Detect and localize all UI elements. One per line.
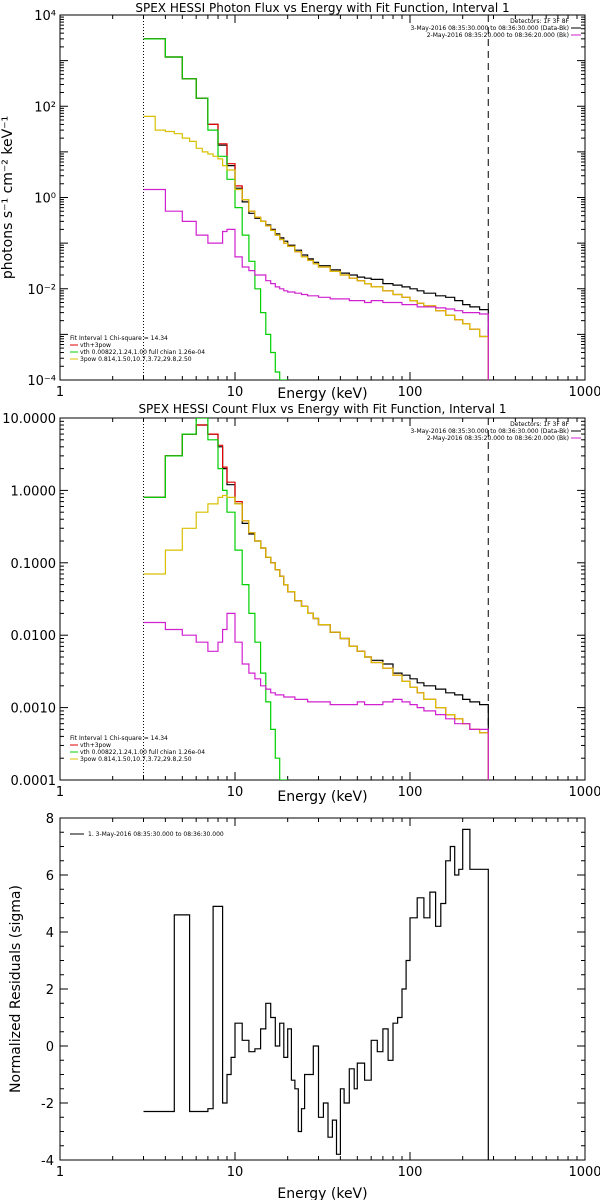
series-line-4 xyxy=(143,494,489,780)
y-tick-label: 6 xyxy=(46,869,54,884)
plot-frame xyxy=(59,14,586,381)
x-tick-label: 10 xyxy=(227,785,244,800)
y-tick-label: -4 xyxy=(41,1154,54,1169)
chart-title: SPEX HESSI Count Flux vs Energy with Fit… xyxy=(138,402,506,416)
series-line-1 xyxy=(143,38,489,380)
x-tick-label: 1 xyxy=(56,1165,64,1180)
series-line-5 xyxy=(143,612,489,780)
legend-entry: 3-May-2016 08:35:30.000 to 08:36:30.000 … xyxy=(410,25,569,32)
x-axis-label: Energy (keV) xyxy=(277,386,367,402)
chart-panel-3: 1 10 100 1000 -4 -2 0 2 4 6 8 Energy (keV) Normalize… xyxy=(8,812,600,1200)
y-tick-label: 10⁻⁴ xyxy=(27,374,56,389)
plot-frame xyxy=(59,817,586,1161)
y-tick-label: 10⁻² xyxy=(27,283,56,298)
chart-panel-1: SPEX HESSI Photon Flux vs Energy with Fi… xyxy=(0,1,600,402)
series-line-4 xyxy=(143,115,489,380)
x-tick-label: 1000 xyxy=(568,785,600,800)
legend-entry: 2-May-2016 08:35:20.000 to 08:36:20.000 … xyxy=(427,435,569,442)
legend-entry: vth 0.00822,1.24,1.00 full chian 1.26e-0… xyxy=(80,749,205,756)
plot-area xyxy=(143,828,489,1160)
chart-title: SPEX HESSI Photon Flux vs Energy with Fi… xyxy=(135,1,509,15)
y-tick-label: -2 xyxy=(41,1097,54,1112)
y-tick-label: 10⁰ xyxy=(34,192,56,207)
x-tick-label: 1 xyxy=(56,785,64,800)
y-axis-label: photons s⁻¹ cm⁻² keV⁻¹ xyxy=(0,116,16,279)
y-tick-label: 4 xyxy=(46,926,54,941)
y-tick-label: 10.0000 xyxy=(2,412,56,427)
plot-area xyxy=(142,418,489,780)
x-tick-label: 10 xyxy=(227,1165,244,1180)
series-line-2 xyxy=(143,38,489,380)
plot-area xyxy=(142,15,489,380)
legend-entry: vth 0.00822,1.24,1.00 full chian 1.26e-0… xyxy=(80,349,205,356)
x-axis-label: Energy (keV) xyxy=(277,789,367,805)
legend-entry: Fit Interval 1 Chi-square = 14.34 xyxy=(70,335,168,342)
series-line-5 xyxy=(143,188,489,380)
x-tick-label: 1000 xyxy=(568,1165,600,1180)
y-tick-label: 2 xyxy=(46,983,54,998)
plot-frame xyxy=(59,417,586,781)
x-tick-label: 100 xyxy=(398,1165,423,1180)
y-tick-label: 0 xyxy=(46,1040,54,1055)
legend-entry: 1. 3-May-2016 08:35:30.000 to 08:36:30.0… xyxy=(88,831,224,838)
legend-entry: 3pow 0.814,1.50,10.7,3.72,29.8,2.50 xyxy=(80,356,192,363)
x-tick-label: 10 xyxy=(227,385,244,400)
legend-entry: Detectors: 1F 3F 8F xyxy=(510,421,569,428)
x-tick-label: 100 xyxy=(398,385,423,400)
y-tick-label: 10⁴ xyxy=(34,9,56,24)
legend-entry: Fit Interval 1 Chi-square = 14.34 xyxy=(70,735,168,742)
y-tick-label: 10² xyxy=(34,100,56,115)
x-axis-label: Energy (keV) xyxy=(277,1186,367,1200)
y-tick-label: 0.1000 xyxy=(11,557,57,572)
legend-entry: Detectors: 1F 3F 8F xyxy=(510,18,569,25)
y-tick-label: 0.0010 xyxy=(11,702,57,717)
x-tick-label: 100 xyxy=(398,785,423,800)
x-tick-label: 1000 xyxy=(568,385,600,400)
legend-entry: 3-May-2016 08:35:30.000 to 08:36:30.000 … xyxy=(410,428,569,435)
series-line-1 xyxy=(143,424,489,780)
series-line-2 xyxy=(143,424,489,780)
legend-entry: 3pow 0.814,1.50,10.7,3.72,29.8,2.50 xyxy=(80,756,192,763)
legend-entry: vth+3pow xyxy=(80,342,111,349)
y-tick-label: 8 xyxy=(46,812,54,827)
legend-entry: 2-May-2016 08:35:20.000 to 08:36:20.000 … xyxy=(427,32,569,39)
series-line-3 xyxy=(143,418,288,780)
x-tick-label: 1 xyxy=(56,385,64,400)
series-line-1 xyxy=(143,828,489,1160)
legend-entry: vth+3pow xyxy=(80,742,111,749)
chart-panel-2: SPEX HESSI Count Flux vs Energy with Fit… xyxy=(2,402,600,805)
y-axis-label: Normalized Residuals (sigma) xyxy=(8,885,24,1093)
y-tick-label: 0.0100 xyxy=(11,629,57,644)
y-tick-label: 1.0000 xyxy=(11,484,57,499)
y-tick-label: 0.0001 xyxy=(11,774,57,789)
